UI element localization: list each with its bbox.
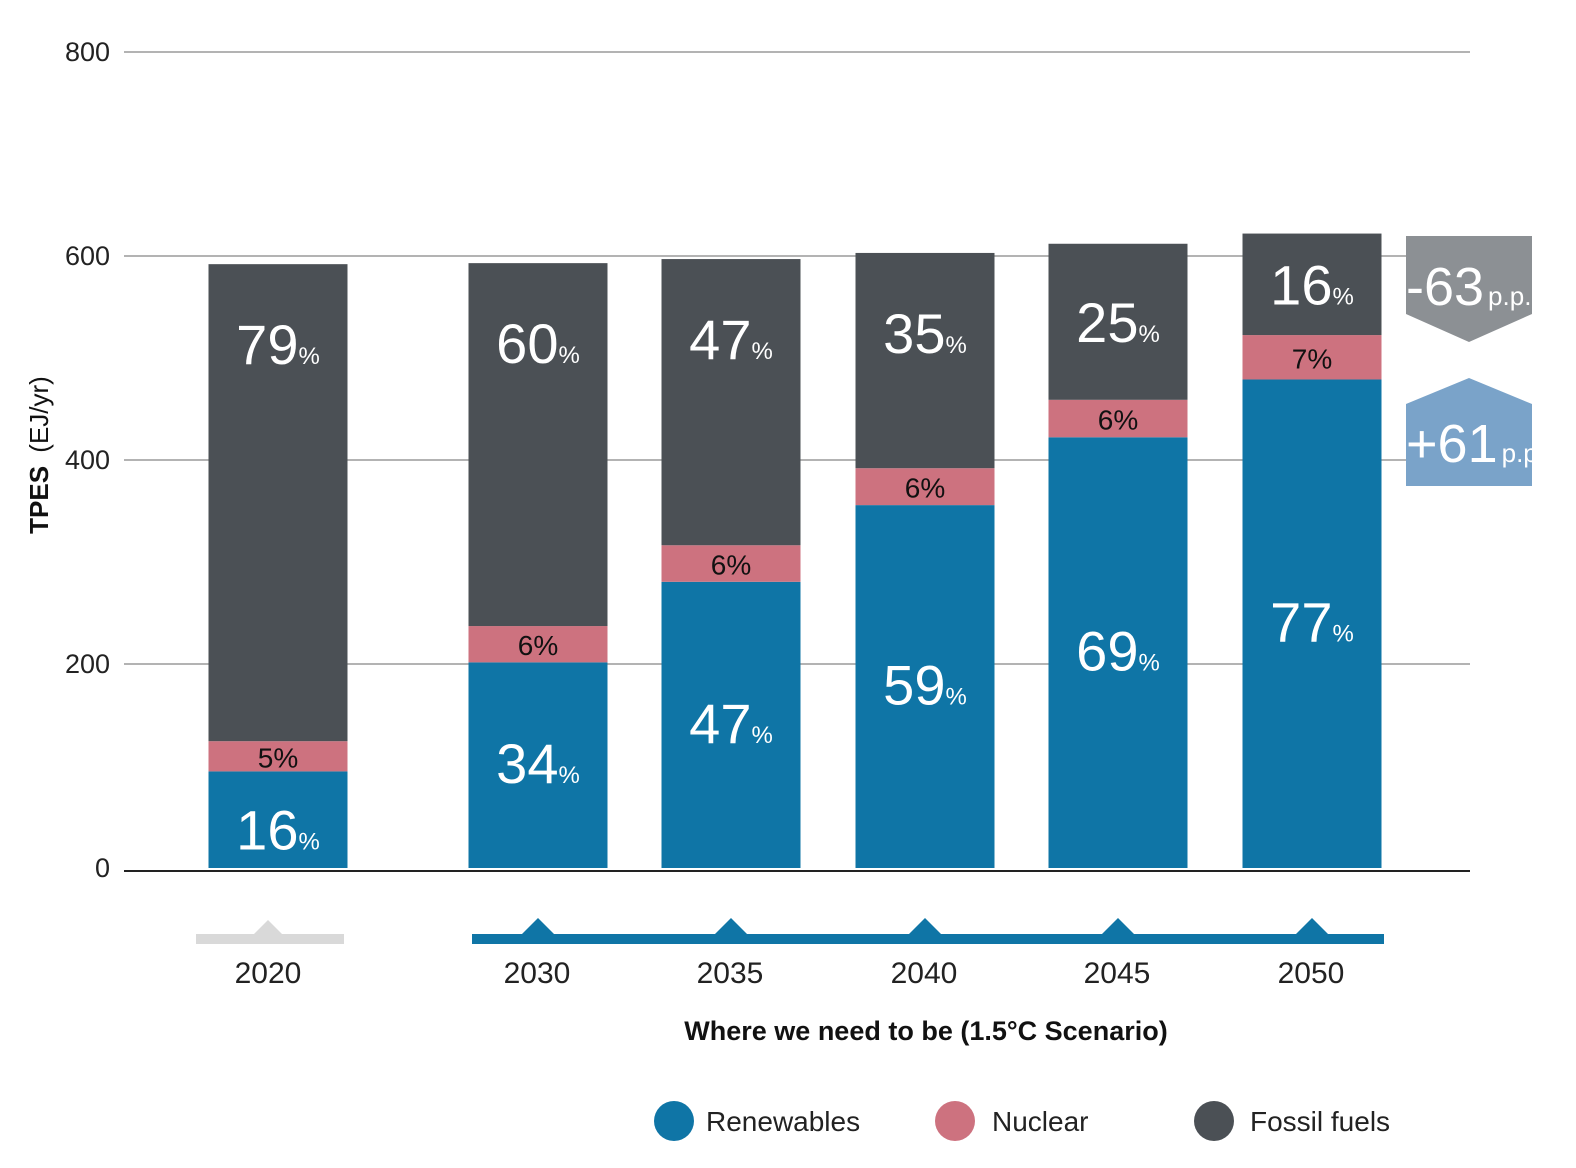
bar-fossil-fuels-2045 bbox=[1048, 243, 1188, 400]
label-renewables-2040: 59% bbox=[883, 654, 967, 717]
scenario-label: Where we need to be (1.5°C Scenario) bbox=[684, 1016, 1167, 1046]
bar-nuclear-2020 bbox=[208, 741, 348, 772]
change-renewables-arrow bbox=[1406, 378, 1532, 486]
bar-fossil-fuels-2050 bbox=[1242, 233, 1382, 336]
x-tick-label: 2045 bbox=[1084, 957, 1151, 990]
label-fossil-2045: 25% bbox=[1076, 291, 1160, 354]
bar-nuclear-2040 bbox=[855, 468, 995, 506]
y-tick-label: 200 bbox=[65, 649, 110, 679]
timeline-scenario bbox=[472, 934, 1384, 944]
y-tick-label: 800 bbox=[65, 37, 110, 67]
y-tick-label: 400 bbox=[65, 445, 110, 475]
label-renewables-2020: 16% bbox=[236, 798, 320, 861]
x-tick-label: 2035 bbox=[697, 957, 764, 990]
bar-nuclear-2030 bbox=[468, 626, 608, 663]
bar-fossil-fuels-2035 bbox=[661, 259, 801, 546]
legend-label-nuclear: Nuclear bbox=[992, 1106, 1088, 1137]
timeline bbox=[196, 918, 1384, 944]
timeline-marker-2035 bbox=[715, 918, 747, 934]
x-tick-label: 2030 bbox=[504, 957, 571, 990]
change-markers: -63 p.p. +61 p.p. bbox=[1406, 236, 1545, 486]
label-nuclear-2030: 6% bbox=[518, 630, 558, 661]
label-nuclear-2040: 6% bbox=[905, 473, 945, 504]
change-fossil-arrow bbox=[1406, 236, 1532, 342]
bar-renewables-2040 bbox=[855, 505, 995, 868]
timeline-marker-2045 bbox=[1102, 918, 1134, 934]
x-tick-label: 2050 bbox=[1278, 957, 1345, 990]
timeline-marker-2050 bbox=[1296, 918, 1328, 934]
legend-label-fossil-fuels: Fossil fuels bbox=[1250, 1106, 1390, 1137]
bar-fossil-fuels-2030 bbox=[468, 263, 608, 627]
y-axis-label: TPES (EJ/yr) bbox=[24, 376, 54, 534]
timeline-marker-2030 bbox=[522, 918, 554, 934]
x-tick-label: 2020 bbox=[235, 957, 302, 990]
bar-nuclear-2050 bbox=[1242, 335, 1382, 380]
y-tick-label: 600 bbox=[65, 241, 110, 271]
timeline-marker-2040 bbox=[909, 918, 941, 934]
bar-nuclear-2035 bbox=[661, 545, 801, 582]
legend: Renewables Nuclear Fossil fuels bbox=[654, 1101, 1390, 1141]
label-renewables-2030: 34% bbox=[496, 732, 580, 795]
label-renewables-2050: 77% bbox=[1270, 591, 1354, 654]
x-tick-label: 2040 bbox=[891, 957, 958, 990]
bar-renewables-2020 bbox=[208, 771, 348, 868]
change-fossil-value: -63 p.p. bbox=[1406, 257, 1531, 317]
legend-label-renewables: Renewables bbox=[706, 1106, 860, 1137]
legend-swatch-fossil-fuels bbox=[1194, 1101, 1234, 1141]
label-renewables-2045: 69% bbox=[1076, 620, 1160, 683]
bar-fossil-fuels-2020 bbox=[208, 264, 348, 742]
bar-fossil-fuels-2040 bbox=[855, 252, 995, 469]
legend-swatch-renewables bbox=[654, 1101, 694, 1141]
label-nuclear-2050: 7% bbox=[1292, 343, 1332, 374]
label-fossil-2035: 47% bbox=[689, 308, 773, 371]
legend-swatch-nuclear bbox=[935, 1101, 975, 1141]
label-fossil-2040: 35% bbox=[883, 302, 967, 365]
bar-renewables-2030 bbox=[468, 662, 608, 868]
y-tick-label: 0 bbox=[95, 853, 110, 883]
timeline-marker-2020 bbox=[254, 920, 282, 934]
label-nuclear-2045: 6% bbox=[1098, 405, 1138, 436]
bar-renewables-2050 bbox=[1242, 379, 1382, 868]
y-axis-ticks: 0 200 400 600 800 bbox=[65, 37, 110, 883]
label-renewables-2035: 47% bbox=[689, 692, 773, 755]
change-renewables-value: +61 p.p. bbox=[1406, 414, 1545, 474]
bar-nuclear-2045 bbox=[1048, 399, 1188, 438]
bar-renewables-2045 bbox=[1048, 437, 1188, 868]
label-fossil-2020: 79% bbox=[236, 313, 320, 376]
label-fossil-2030: 60% bbox=[496, 312, 580, 375]
x-axis-categories: 2020 2030 2035 2040 2045 2050 bbox=[235, 957, 1345, 990]
bars: 16% 5% 79% 34% 6% 60% 47% 6% 47% 59% 6% 35% 69% 6% 25%… bbox=[208, 233, 1382, 868]
bar-renewables-2035 bbox=[661, 581, 801, 868]
label-nuclear-2020: 5% bbox=[258, 742, 298, 773]
label-nuclear-2035: 6% bbox=[711, 550, 751, 581]
timeline-baseline bbox=[196, 934, 344, 944]
label-fossil-2050: 16% bbox=[1270, 253, 1354, 316]
